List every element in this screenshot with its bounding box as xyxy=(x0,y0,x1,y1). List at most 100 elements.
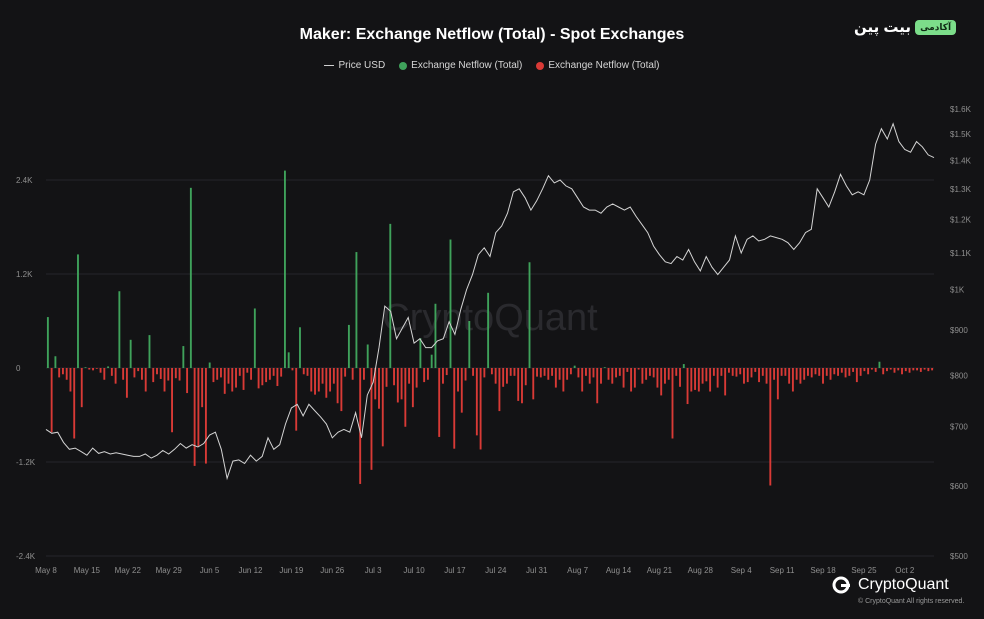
outflow-bar xyxy=(306,368,309,376)
x-tick-label: Jun 5 xyxy=(200,566,220,575)
outflow-bar xyxy=(156,368,158,375)
outflow-bar xyxy=(852,368,855,372)
inflow-bar xyxy=(148,335,151,368)
outflow-bar xyxy=(479,368,482,450)
outflow-bar xyxy=(524,368,527,386)
outflow-bar xyxy=(141,368,143,380)
x-tick-label: Jul 17 xyxy=(444,566,466,575)
outflow-bar xyxy=(739,368,742,375)
outflow-bar xyxy=(227,368,230,384)
outflow-bar xyxy=(257,368,260,389)
x-tick-label: Jul 3 xyxy=(365,566,382,575)
y-right-tick-label: $1K xyxy=(950,286,965,295)
outflow-bar xyxy=(807,368,809,376)
outflow-bar xyxy=(784,368,787,376)
outflow-bar xyxy=(92,368,94,371)
outflow-bar xyxy=(679,368,681,387)
brand-footer: CryptoQuant xyxy=(832,576,949,594)
outflow-bar xyxy=(709,368,712,392)
inflow-bar xyxy=(430,354,433,368)
inflow-bar xyxy=(528,262,531,368)
outflow-bar xyxy=(630,368,633,392)
outflow-bar xyxy=(314,368,316,395)
outflow-bar xyxy=(701,368,704,384)
outflow-bar xyxy=(272,368,275,376)
outflow-bar xyxy=(88,368,91,370)
outflow-bar xyxy=(122,368,125,380)
outflow-bar xyxy=(336,368,339,404)
outflow-bar xyxy=(460,368,463,413)
inflow-bar xyxy=(107,366,110,368)
inflow-bar xyxy=(573,365,576,368)
line-swatch-icon xyxy=(324,65,335,66)
outflow-bar xyxy=(381,368,384,447)
outflow-bar xyxy=(912,368,915,371)
outflow-bar xyxy=(265,368,268,383)
outflow-bar xyxy=(125,368,128,398)
inflow-bar xyxy=(118,291,121,368)
outflow-bar xyxy=(743,368,745,384)
inflow-bar xyxy=(355,252,358,368)
outflow-bar xyxy=(825,368,828,376)
outflow-bar xyxy=(569,368,572,375)
y-right-tick-label: $1.1K xyxy=(950,249,972,258)
outflow-bar xyxy=(833,368,836,375)
outflow-bar xyxy=(174,368,177,379)
outflow-bar xyxy=(426,368,429,380)
outflow-bar xyxy=(242,368,245,390)
outflow-bar xyxy=(671,368,674,439)
inflow-bar xyxy=(347,324,350,368)
x-tick-label: May 29 xyxy=(156,566,183,575)
outflow-bar xyxy=(178,368,181,381)
outflow-bar xyxy=(494,368,497,384)
inflow-bar xyxy=(54,356,57,368)
outflow-bar xyxy=(633,368,636,388)
legend-item-outflow[interactable]: Exchange Netflow (Total) xyxy=(536,60,660,71)
chart-title: Maker: Exchange Netflow (Total) - Spot E… xyxy=(299,26,685,43)
outflow-bar xyxy=(521,368,523,404)
x-tick-label: Sep 18 xyxy=(810,566,836,575)
outflow-bar xyxy=(592,368,595,378)
outflow-bar xyxy=(408,368,411,384)
inflow-bar xyxy=(287,352,290,368)
badge-label: آکادمی xyxy=(915,19,957,35)
y-left-tick-label: -1.2K xyxy=(16,458,36,467)
outflow-bar xyxy=(114,368,117,384)
x-tick-label: Sep 25 xyxy=(851,566,877,575)
outflow-bar xyxy=(611,368,614,384)
outflow-bar xyxy=(795,368,798,380)
outflow-bar xyxy=(280,368,283,377)
outflow-bar xyxy=(927,368,930,372)
outflow-bar xyxy=(152,368,155,383)
inflow-bar xyxy=(487,292,490,368)
outflow-bar xyxy=(697,368,700,392)
outflow-bar xyxy=(144,368,147,392)
outflow-bar xyxy=(351,368,354,380)
inflow-bar xyxy=(419,338,422,368)
red-dot-icon xyxy=(536,61,545,70)
outflow-bar xyxy=(648,368,651,376)
outflow-bar xyxy=(317,368,320,392)
outflow-bar xyxy=(754,368,757,372)
legend-item-price[interactable]: Price USD xyxy=(324,60,385,71)
y-left-tick-label: -2.4K xyxy=(16,552,36,561)
outflow-bar xyxy=(103,368,106,380)
x-tick-label: May 8 xyxy=(35,566,57,575)
outflow-bar xyxy=(686,368,689,405)
outflow-bar xyxy=(791,368,794,392)
legend-item-inflow[interactable]: Exchange Netflow (Total) xyxy=(399,60,522,71)
outflow-bar xyxy=(667,368,670,380)
inflow-bar xyxy=(603,367,606,368)
x-tick-label: Jul 31 xyxy=(526,566,548,575)
outflow-bar xyxy=(502,368,505,387)
x-tick-label: Sep 4 xyxy=(731,566,752,575)
outflow-bar xyxy=(201,368,204,408)
inflow-bar xyxy=(84,367,87,368)
outflow-bar xyxy=(321,368,324,384)
outflow-bar xyxy=(80,368,83,408)
outflow-bar xyxy=(916,368,919,371)
brand-name: CryptoQuant xyxy=(858,576,949,593)
outflow-bar xyxy=(600,368,602,384)
outflow-bar xyxy=(746,368,749,383)
